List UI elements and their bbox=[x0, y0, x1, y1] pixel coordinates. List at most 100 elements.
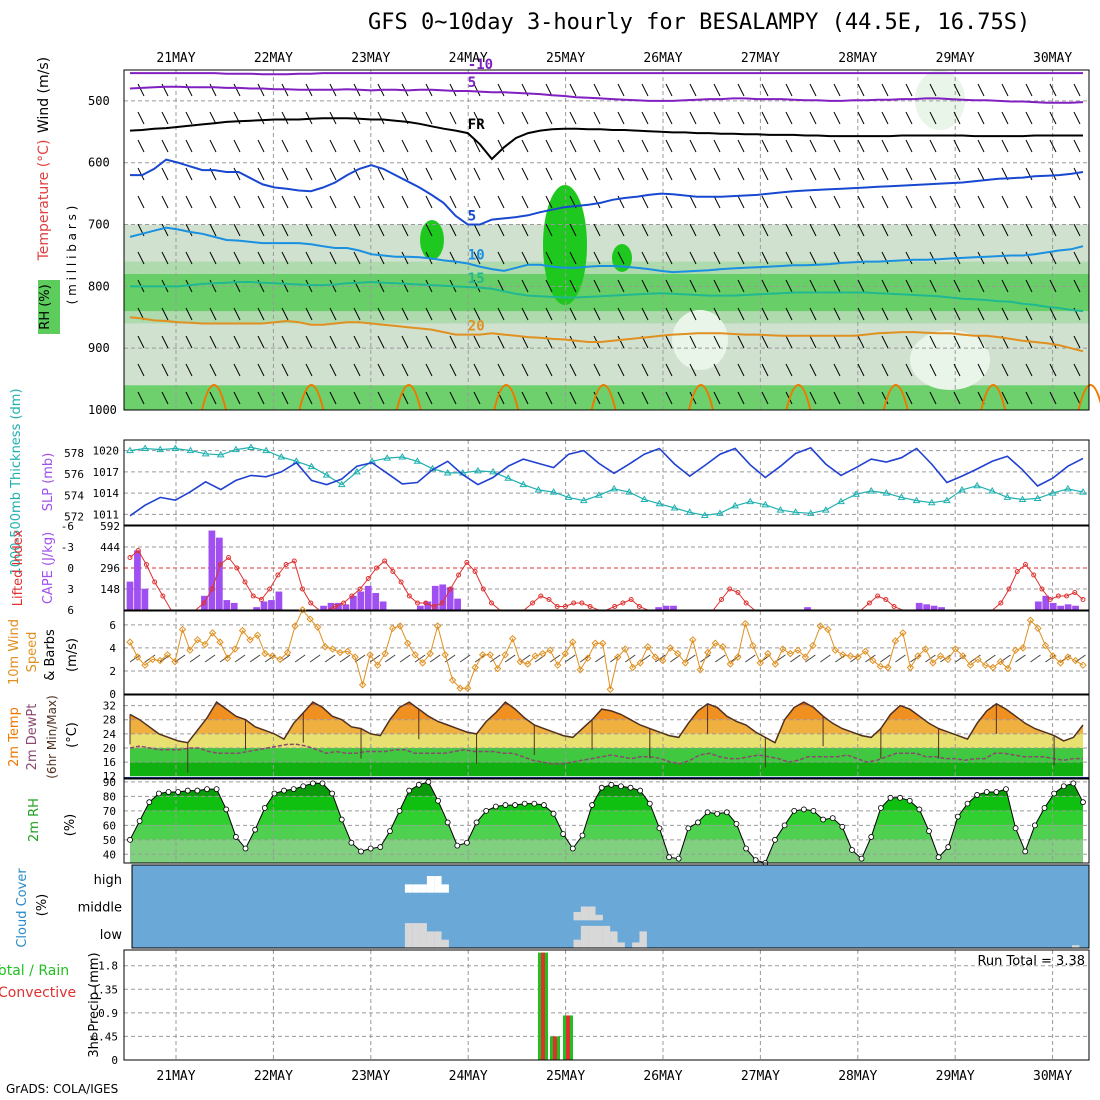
wind-barb bbox=[401, 307, 409, 321]
cape-bar bbox=[335, 602, 342, 610]
rh-point bbox=[1031, 822, 1038, 829]
cloud-low-bar bbox=[1071, 945, 1080, 948]
wind-barb bbox=[929, 167, 937, 181]
wind-barb bbox=[881, 195, 889, 209]
precip-tick-label: 1.35 bbox=[92, 983, 119, 996]
wind-barb bbox=[835, 654, 846, 663]
rh-dry-patch bbox=[910, 330, 990, 390]
wind-speed-point bbox=[223, 654, 232, 662]
thickness-point bbox=[307, 462, 316, 470]
cloud-level-label: middle bbox=[78, 901, 122, 916]
rh-point bbox=[232, 834, 239, 840]
wind-speed-point bbox=[1064, 653, 1072, 661]
precip-convective-bar bbox=[566, 1015, 570, 1060]
rh-tick-label: 40 bbox=[103, 848, 116, 861]
wind-barb bbox=[881, 223, 889, 237]
rh-point bbox=[261, 805, 268, 811]
wind-barb bbox=[1073, 83, 1081, 97]
wind-barb bbox=[473, 391, 481, 405]
precip-tick-label: 1.8 bbox=[98, 960, 118, 973]
wind-barb bbox=[305, 139, 313, 153]
wind-speed-point bbox=[426, 649, 434, 658]
wind-barb bbox=[353, 335, 361, 349]
wind-speed-point bbox=[989, 663, 997, 672]
wind-speed-point bbox=[524, 660, 532, 668]
rh-point bbox=[223, 806, 230, 813]
wind-barb bbox=[377, 391, 385, 405]
wind-barb bbox=[414, 654, 426, 663]
ylabel-wind: Wind (m/s) bbox=[36, 57, 52, 133]
pressure-tick-label: 700 bbox=[88, 218, 110, 232]
wind-barb bbox=[305, 223, 313, 237]
wind-barb bbox=[857, 111, 865, 125]
wind-barb bbox=[809, 111, 817, 125]
wind-barb bbox=[833, 139, 841, 153]
precip-tick-label: 0.9 bbox=[98, 1007, 118, 1020]
wind-barb bbox=[1025, 167, 1033, 181]
wind-speed-point bbox=[936, 652, 945, 660]
wind-barb bbox=[593, 83, 601, 97]
wind-barb bbox=[833, 307, 841, 321]
lifted-index-point bbox=[431, 604, 437, 609]
wind-barb bbox=[521, 251, 529, 265]
rh-dry-patch bbox=[672, 310, 728, 370]
thickness-point bbox=[247, 443, 255, 450]
cloud-high-bar bbox=[419, 884, 427, 893]
wind-barb bbox=[977, 111, 985, 125]
cape-bar bbox=[141, 588, 149, 610]
cloud-low-bar bbox=[610, 931, 618, 948]
wind-speed-point bbox=[966, 661, 975, 669]
wind-speed-point bbox=[636, 659, 644, 667]
wind-barb bbox=[233, 223, 241, 237]
wind-barb bbox=[449, 111, 457, 125]
wind-barb bbox=[737, 335, 745, 349]
lifted-index-point bbox=[1022, 562, 1028, 567]
wind-speed-point bbox=[1004, 664, 1012, 673]
thickness-point bbox=[262, 446, 271, 454]
wind-barb bbox=[713, 223, 721, 237]
lifted-index-point bbox=[406, 593, 412, 599]
cloud-level-label: low bbox=[100, 928, 123, 943]
wind-speed-point bbox=[291, 622, 299, 630]
wind-speed-point bbox=[554, 661, 562, 669]
cloud-middle-bar bbox=[588, 906, 596, 921]
wind-barb bbox=[281, 279, 289, 293]
wind-barb bbox=[1001, 111, 1009, 125]
wind-barb bbox=[257, 195, 265, 209]
thickness-tick-label: 578 bbox=[64, 447, 84, 460]
cape-bar bbox=[662, 605, 670, 610]
wind-speed-point bbox=[674, 649, 682, 658]
wind-barb bbox=[665, 83, 673, 97]
rh-point bbox=[829, 815, 836, 822]
lifted-index-point bbox=[998, 600, 1004, 606]
rh-point bbox=[473, 819, 480, 826]
pressure-tick-label: 1000 bbox=[88, 403, 117, 417]
wind-speed-point bbox=[306, 615, 314, 623]
rh-point bbox=[579, 832, 586, 839]
wind-barb bbox=[713, 335, 721, 349]
rh-point bbox=[329, 790, 336, 797]
wind-speed-point bbox=[621, 645, 629, 653]
wind-barb bbox=[521, 391, 529, 405]
cape-bar bbox=[417, 605, 424, 610]
rh-line bbox=[129, 781, 1084, 864]
top-day-label: 24MAY bbox=[449, 51, 488, 66]
lifted-index-point bbox=[1031, 572, 1037, 578]
wind-barb bbox=[209, 83, 217, 97]
surface-isotherm bbox=[882, 384, 909, 411]
wind-barb bbox=[953, 167, 961, 181]
wind-speed-point bbox=[734, 653, 742, 661]
thickness-point bbox=[186, 446, 195, 454]
cape-bar bbox=[357, 591, 365, 610]
wind-barb bbox=[1073, 251, 1081, 265]
wind-speed-point bbox=[336, 648, 344, 657]
wind-speed-point bbox=[711, 639, 720, 647]
wind-barb bbox=[401, 139, 409, 153]
thickness-point bbox=[1063, 484, 1072, 492]
wind-barb bbox=[737, 223, 745, 237]
wind-tick-label: 4 bbox=[109, 642, 116, 655]
lifted-index-point bbox=[308, 600, 314, 606]
wind-barb bbox=[785, 111, 793, 125]
lifted-index-point bbox=[365, 576, 371, 581]
wind-barb bbox=[785, 279, 793, 293]
